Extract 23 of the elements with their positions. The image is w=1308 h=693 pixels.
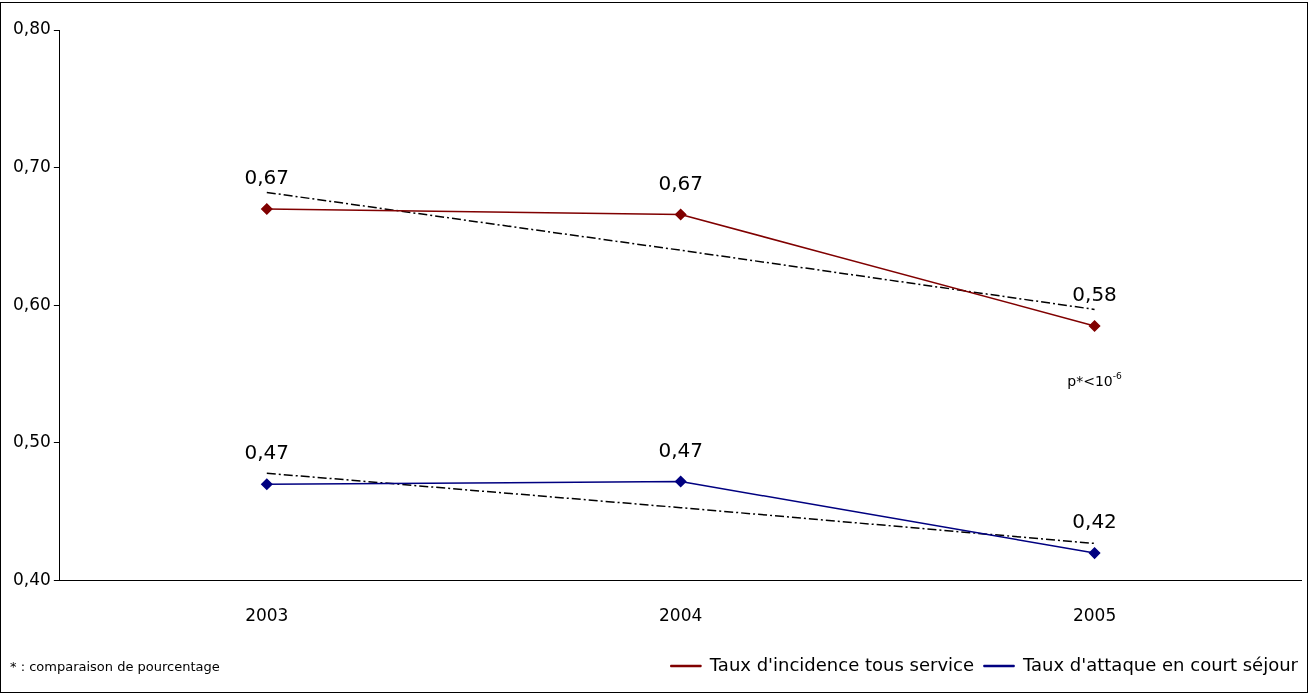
point: [261, 478, 273, 490]
y-tick-label: 0,70: [12, 156, 51, 177]
text: * : comparaison de pourcentage: [10, 659, 220, 675]
point: [1088, 547, 1101, 559]
data-label: 0,47: [244, 440, 290, 465]
point: [674, 208, 687, 221]
x-tick-label: 2005: [1072, 605, 1117, 626]
y-tick-label: 0,60: [12, 293, 51, 314]
point: [261, 203, 273, 215]
data-label: 0,67: [658, 170, 703, 195]
y-tick-label: 0,80: [12, 18, 51, 39]
point: [1088, 320, 1101, 332]
legend-label: Taux d'attaque en court séjour: [1022, 653, 1299, 675]
data-label: 0,42: [1072, 509, 1117, 534]
y-tick-label: 0,50: [12, 431, 51, 452]
data-label: 0,67: [244, 165, 290, 190]
legend-label: Taux d'incidence tous service: [708, 653, 975, 675]
data-label: 0,58: [1072, 282, 1117, 307]
y-tick-label: 0,40: [12, 569, 51, 590]
point: [674, 475, 687, 488]
x-tick-label: 2004: [659, 605, 703, 626]
x-tick-label: 2003: [245, 605, 289, 626]
data-label: 0,47: [658, 437, 703, 462]
